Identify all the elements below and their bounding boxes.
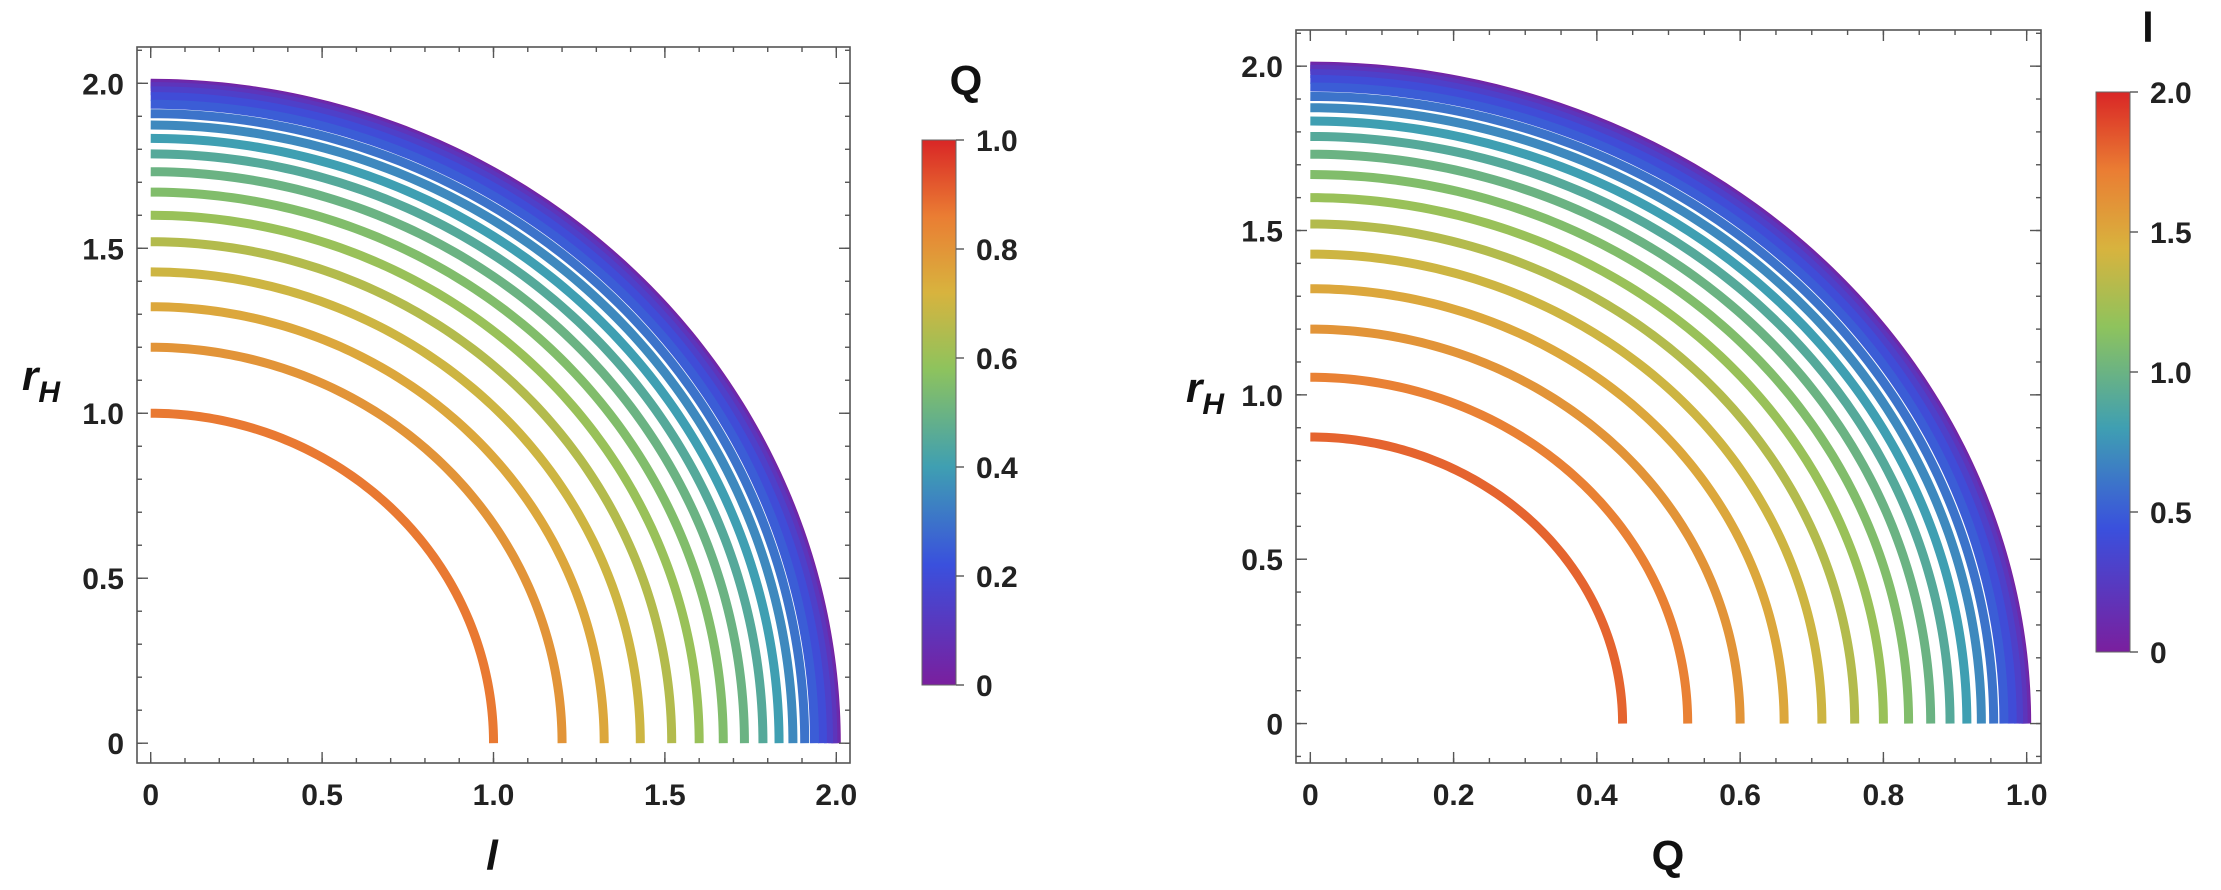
series-line xyxy=(1310,82,2009,724)
x-tick-label: 0.8 xyxy=(1863,779,1905,812)
series-line xyxy=(1310,131,1955,724)
y-tick-label: 0 xyxy=(1266,709,1283,742)
y-tick-label: 1.0 xyxy=(82,398,124,431)
y-tick-label: 1.0 xyxy=(1241,380,1283,413)
x-tick-label: 0 xyxy=(142,779,159,812)
series-line xyxy=(1310,432,1628,724)
x-tick-label: 1.0 xyxy=(473,779,515,812)
x-tick-label: 1.0 xyxy=(2006,779,2048,812)
x-tick-label: 0.6 xyxy=(1719,779,1761,812)
colorbar-gradient xyxy=(2095,91,2131,653)
curves-group xyxy=(150,78,841,744)
colorbar-tick-label: 2.0 xyxy=(2150,77,2192,110)
y-tick-label: 1.5 xyxy=(82,233,124,266)
x-tick-label: 0.2 xyxy=(1433,779,1475,812)
axis-ticks: 0 0.5 1.0 1.5 2.0 0 0.5 1.0 1.5 2.0 xyxy=(82,47,857,812)
series-line xyxy=(1310,116,1972,724)
colorbar-tick-label: 0.4 xyxy=(976,452,1018,485)
y-tick-label: 0 xyxy=(107,728,124,761)
y-tick-label: 0.5 xyxy=(1241,544,1283,577)
colorbar-gradient xyxy=(921,139,957,686)
colorbar-tick-label: 1.0 xyxy=(976,125,1018,158)
series-line xyxy=(1310,149,1936,724)
curves-group xyxy=(1310,61,2032,724)
colorbar-tick-label: 0.8 xyxy=(976,234,1018,267)
colorbar-tick-label: 0 xyxy=(2150,637,2167,670)
series-line xyxy=(150,237,677,744)
series-line xyxy=(1310,219,1860,724)
series-line xyxy=(150,99,820,744)
series-line xyxy=(1310,372,1693,724)
y-tick-label: 0.5 xyxy=(82,563,124,596)
series-line xyxy=(1310,170,1914,724)
series-line xyxy=(1310,69,2024,724)
series-line xyxy=(1310,91,1999,724)
series-line xyxy=(1310,284,1789,724)
y-axis-label: rH xyxy=(22,352,61,409)
colorbar-tick-label: 1.0 xyxy=(2150,357,2192,390)
x-tick-label: 1.5 xyxy=(644,779,686,812)
series-line xyxy=(150,86,834,744)
chart-left: 0 0.5 1.0 1.5 2.0 0 0.5 1.0 1.5 2.0 l rH Q 0 0.2 0.… xyxy=(22,46,1018,879)
y-axis-label-main: r xyxy=(22,352,41,399)
x-tick-label: 0 xyxy=(1302,779,1319,812)
series-line xyxy=(1310,324,1745,724)
series-line xyxy=(150,302,609,744)
colorbar: Q 0 0.2 0.4 0.6 0.8 1.0 xyxy=(921,57,1018,703)
colorbar-tick-label: 0.2 xyxy=(976,561,1018,594)
series-line xyxy=(150,267,645,744)
series-line xyxy=(150,149,768,744)
series-line xyxy=(150,342,567,744)
y-tick-label: 1.5 xyxy=(1241,216,1283,249)
y-axis-label-subscript: H xyxy=(38,376,61,409)
x-axis-label: l xyxy=(486,832,499,879)
y-axis-label-subscript: H xyxy=(1202,388,1225,421)
series-line xyxy=(1310,193,1888,724)
series-line xyxy=(1310,249,1827,724)
colorbar-ticks: 0 0.5 1.0 1.5 2.0 xyxy=(2130,77,2192,670)
series-line xyxy=(150,187,728,744)
x-tick-label: 0.4 xyxy=(1576,779,1618,812)
colorbar-tick-label: 0 xyxy=(976,670,993,703)
y-tick-label: 2.0 xyxy=(82,68,124,101)
x-tick-label: 2.0 xyxy=(815,779,857,812)
series-line xyxy=(150,92,827,744)
series-line xyxy=(150,210,704,744)
series-line xyxy=(150,120,798,744)
colorbar-tick-label: 0.5 xyxy=(2150,497,2192,530)
series-line xyxy=(1310,103,1986,724)
x-tick-label: 0.5 xyxy=(301,779,343,812)
y-tick-label: 2.0 xyxy=(1241,51,1283,84)
series-line xyxy=(150,167,749,744)
colorbar-tick-label: 1.5 xyxy=(2150,217,2192,250)
colorbar: l 0 0.5 1.0 1.5 2.0 xyxy=(2095,4,2192,670)
x-axis-label: Q xyxy=(1652,832,1685,879)
colorbar-title: Q xyxy=(950,57,983,104)
chart-right: 0 0.2 0.4 0.6 0.8 1.0 0 0.5 1.0 1.5 2.0 Q rH l 0 0.… xyxy=(1186,4,2192,879)
colorbar-ticks: 0 0.2 0.4 0.6 0.8 1.0 xyxy=(956,125,1018,703)
series-line xyxy=(150,109,810,744)
colorbar-title: l xyxy=(2142,4,2154,51)
series-line xyxy=(1310,74,2017,724)
y-axis-label: rH xyxy=(1186,364,1225,421)
y-axis-label-main: r xyxy=(1186,364,1205,411)
series-line xyxy=(150,133,784,744)
series-line xyxy=(150,408,499,744)
axis-ticks: 0 0.2 0.4 0.6 0.8 1.0 0 0.5 1.0 1.5 2.0 xyxy=(1241,30,2048,812)
colorbar-tick-label: 0.6 xyxy=(976,343,1018,376)
